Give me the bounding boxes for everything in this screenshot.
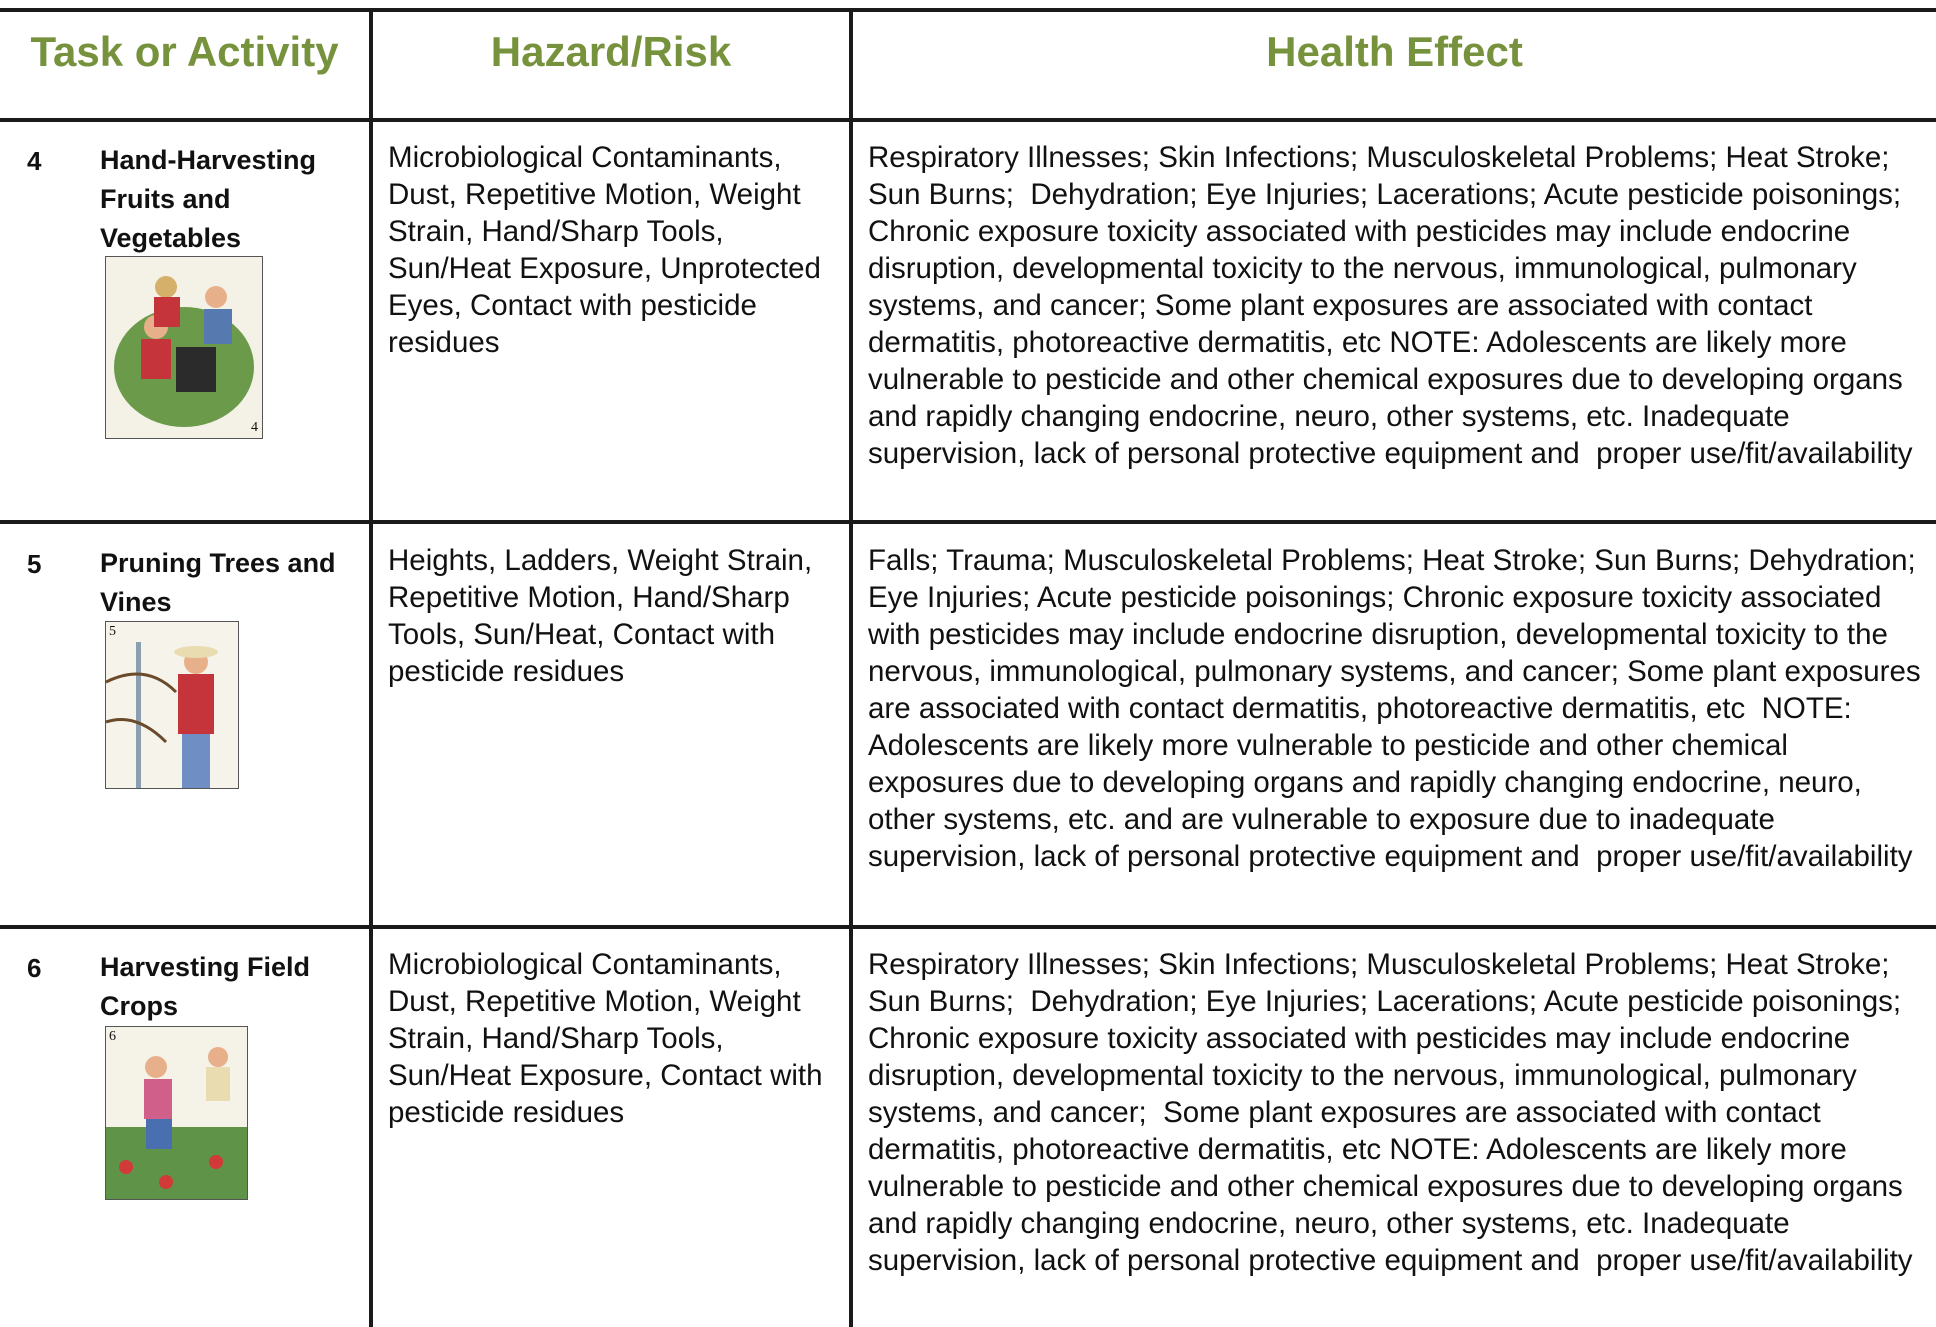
task: Hand-Harvesting Fruits and Vegetables (100, 145, 317, 253)
task: Pruning Trees and Vines (100, 548, 336, 617)
illustration: 6 (105, 1026, 248, 1200)
illustration-label: 4 (251, 420, 258, 435)
rule (0, 520, 1936, 524)
health-effect: Respiratory Illnesses; Skin Infections; … (868, 948, 1913, 1277)
illustration: 4 (105, 256, 263, 439)
row-number: 4 (27, 146, 42, 176)
health-effect: Respiratory Illnesses; Skin Infections; … (868, 141, 1913, 470)
column-header: Task or Activity (30, 28, 339, 75)
rule (369, 10, 373, 1327)
rule (0, 118, 1936, 122)
row-number: 6 (27, 953, 42, 983)
column-header: Hazard/Risk (490, 28, 732, 75)
illustration-label: 6 (109, 1029, 116, 1044)
health-effect: Falls; Trauma; Musculoskeletal Problems;… (868, 544, 1933, 873)
illustration-label: 5 (109, 624, 116, 639)
rule (0, 8, 1936, 12)
hazard: Microbiological Contaminants, Dust, Repe… (388, 141, 830, 359)
row-number: 5 (27, 549, 42, 579)
rule (0, 925, 1936, 929)
task: Harvesting Field Crops (100, 952, 311, 1021)
rule (849, 10, 853, 1327)
hazard: Heights, Ladders, Weight Strain, Repetit… (388, 544, 821, 688)
hazard: Microbiological Contaminants, Dust, Repe… (388, 948, 831, 1129)
column-header: Health Effect (1266, 28, 1523, 75)
illustration: 5 (105, 621, 239, 789)
